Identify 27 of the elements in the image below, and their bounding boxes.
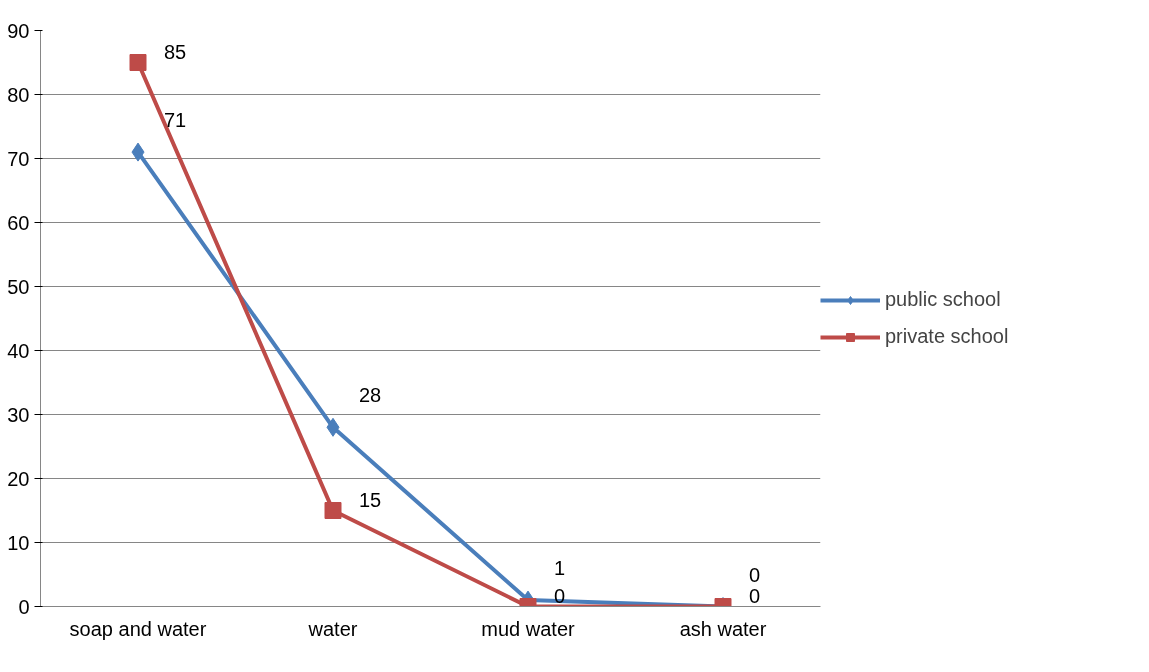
data-label: 71 [164, 109, 187, 132]
data-label: 1 [554, 557, 566, 580]
y-tick-label: 80 [7, 83, 30, 106]
y-tick-label: 20 [7, 467, 30, 490]
y-tick-label: 90 [7, 19, 30, 42]
legend-label: private school [885, 325, 1009, 348]
y-tick-label: 70 [7, 147, 30, 170]
data-label: 0 [749, 584, 761, 607]
y-tick-label: 50 [7, 275, 30, 298]
y-tick-label: 10 [7, 531, 30, 554]
data-label: 0 [749, 563, 761, 586]
point [326, 417, 340, 437]
point [131, 142, 145, 162]
point [324, 502, 342, 519]
data-label: 85 [164, 40, 187, 63]
data-label: 15 [359, 488, 382, 511]
point [129, 54, 147, 71]
x-tick-label: ash water [679, 617, 767, 640]
x-tick-label: mud water [481, 617, 576, 640]
x-tick-label: soap and water [69, 617, 207, 640]
x-tick-label: water [307, 617, 358, 640]
y-tick-label: 30 [7, 403, 30, 426]
y-tick-label: 0 [18, 595, 30, 618]
y-tick-label: 60 [7, 211, 30, 234]
data-label: 28 [359, 384, 382, 407]
legend-label: public school [885, 288, 1001, 311]
y-tick-label: 40 [7, 339, 30, 362]
